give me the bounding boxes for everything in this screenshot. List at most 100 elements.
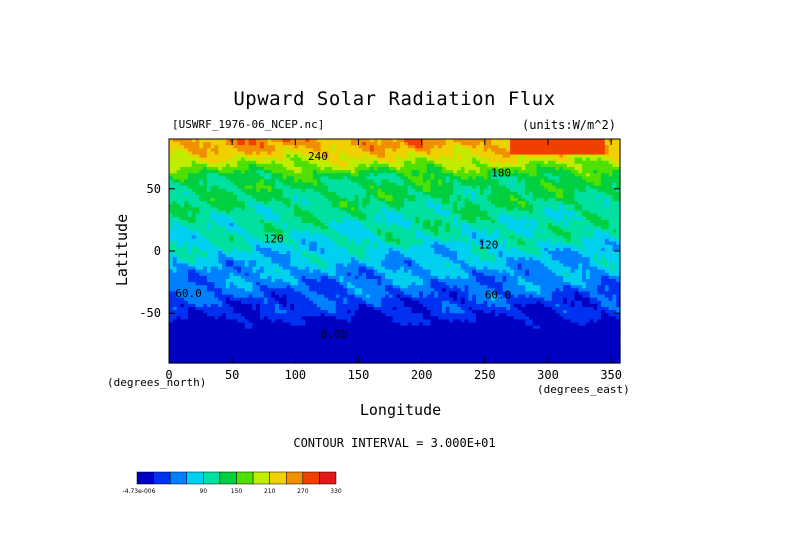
heatmap-cell	[563, 182, 568, 187]
heatmap-cell	[331, 210, 337, 215]
heatmap-cell	[449, 198, 454, 202]
heatmap-cell	[259, 201, 265, 205]
heatmap-cell	[184, 182, 189, 187]
heatmap-cell	[415, 207, 420, 212]
heatmap-cell	[184, 154, 189, 159]
heatmap-cell	[233, 226, 238, 230]
heatmap-cell	[377, 266, 382, 271]
heatmap-cell	[316, 154, 322, 159]
heatmap-cell	[407, 254, 413, 258]
heatmap-cell	[422, 154, 428, 159]
heatmap-cell	[529, 176, 534, 181]
heatmap-cell	[214, 148, 219, 153]
heatmap-cell	[468, 145, 473, 149]
heatmap-cell	[475, 139, 481, 143]
heatmap-cell	[373, 223, 379, 227]
heatmap-cell	[169, 182, 174, 187]
heatmap-cell	[563, 191, 568, 196]
heatmap-cell	[320, 229, 325, 233]
heatmap-cell	[294, 232, 299, 237]
heatmap-cell	[453, 170, 458, 174]
heatmap-cell	[180, 204, 185, 209]
heatmap-cell	[271, 251, 276, 255]
heatmap-cell	[585, 198, 591, 202]
heatmap-cell	[237, 157, 242, 162]
heatmap-cell	[555, 241, 560, 246]
heatmap-cell	[498, 241, 504, 246]
heatmap-cell	[464, 216, 469, 221]
heatmap-cell	[574, 229, 579, 233]
heatmap-cell	[256, 148, 261, 153]
heatmap-cell	[381, 219, 386, 224]
heatmap-cell	[502, 188, 507, 193]
heatmap-cell	[457, 170, 462, 174]
heatmap-cell	[294, 219, 299, 224]
heatmap-cell	[532, 244, 538, 249]
heatmap-cell	[597, 238, 602, 243]
heatmap-cell	[491, 223, 496, 227]
heatmap-cell	[218, 182, 223, 187]
heatmap-cell	[468, 251, 473, 255]
heatmap-cell	[468, 185, 473, 190]
heatmap-cell	[403, 229, 409, 233]
heatmap-cell	[267, 154, 272, 159]
heatmap-cell	[578, 139, 583, 143]
heatmap-cell	[502, 247, 507, 252]
heatmap-cell	[187, 257, 193, 261]
heatmap-cell	[483, 260, 488, 265]
heatmap-cell	[616, 170, 621, 174]
heatmap-cell	[426, 198, 432, 202]
heatmap-cell	[400, 201, 405, 205]
heatmap-cell	[472, 179, 477, 184]
heatmap-cell	[392, 226, 397, 230]
heatmap-cell	[438, 263, 443, 268]
heatmap-cell	[294, 226, 299, 230]
heatmap-cell	[585, 151, 591, 156]
heatmap-cell	[608, 151, 614, 156]
heatmap-cell	[559, 216, 564, 221]
heatmap-cell	[275, 238, 280, 243]
heatmap-cell	[411, 142, 416, 146]
heatmap-cell	[324, 210, 329, 215]
heatmap-cell	[343, 179, 348, 184]
heatmap-cell	[597, 173, 602, 177]
heatmap-cell	[563, 266, 568, 271]
heatmap-cell	[297, 191, 303, 196]
heatmap-cell	[479, 173, 485, 177]
heatmap-cell	[286, 182, 291, 187]
heatmap-cell	[479, 176, 485, 181]
heatmap-cell	[358, 229, 363, 233]
heatmap-cell	[445, 145, 451, 149]
heatmap-cell	[225, 257, 231, 261]
heatmap-cell	[324, 195, 329, 199]
heatmap-cell	[582, 170, 587, 174]
heatmap-cell	[176, 148, 181, 153]
heatmap-cell	[278, 257, 284, 261]
heatmap-cell	[502, 201, 507, 205]
heatmap-cell	[241, 148, 246, 153]
heatmap-cell	[574, 247, 579, 252]
heatmap-cell	[362, 188, 367, 193]
heatmap-cell	[180, 241, 185, 246]
heatmap-cell	[358, 247, 363, 252]
heatmap-cell	[358, 213, 363, 218]
heatmap-cell	[510, 182, 515, 187]
heatmap-cell	[547, 204, 553, 209]
heatmap-cell	[453, 163, 458, 168]
heatmap-cell	[604, 151, 610, 156]
heatmap-cell	[422, 207, 428, 212]
heatmap-cell	[582, 157, 587, 162]
heatmap-cell	[350, 235, 356, 240]
heatmap-cell	[203, 188, 208, 193]
heatmap-cell	[411, 160, 416, 165]
heatmap-cell	[506, 213, 511, 218]
heatmap-cell	[377, 167, 382, 171]
heatmap-cell	[411, 226, 416, 230]
heatmap-cell	[479, 229, 485, 233]
heatmap-cell	[403, 210, 409, 215]
heatmap-cell	[225, 198, 231, 202]
heatmap-cell	[449, 263, 454, 268]
heatmap-cell	[256, 201, 261, 205]
heatmap-cell	[256, 163, 261, 168]
heatmap-cell	[203, 213, 208, 218]
